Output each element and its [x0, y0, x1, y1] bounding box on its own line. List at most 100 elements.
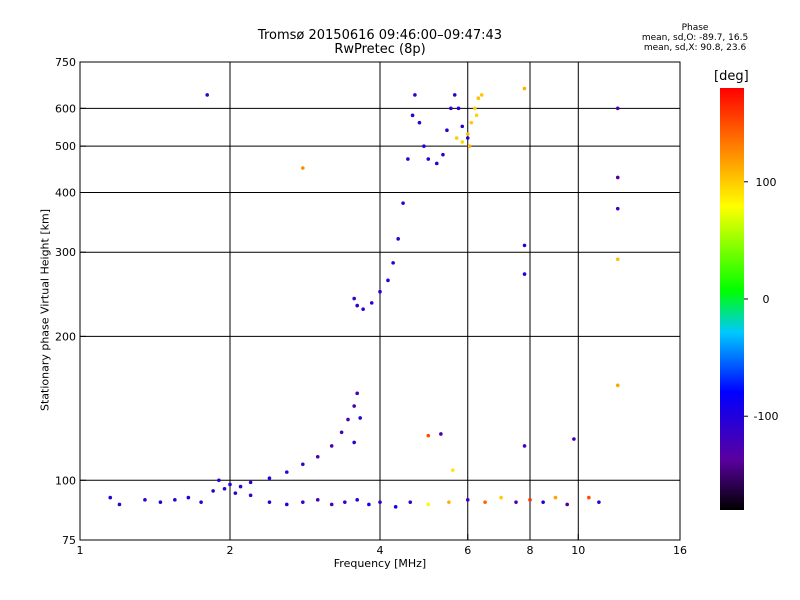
colorbar	[720, 88, 744, 510]
data-point	[460, 140, 465, 144]
data-point	[369, 301, 374, 305]
x-tick-label: 2	[227, 544, 234, 557]
data-point	[417, 120, 422, 125]
data-point	[393, 505, 398, 509]
data-point	[352, 440, 356, 445]
chart-title: Tromsø 20150616 09:46:00–09:47:43	[257, 28, 503, 43]
data-point	[355, 498, 359, 502]
data-point	[615, 175, 620, 180]
y-tick-label: 100	[55, 474, 76, 487]
data-point	[441, 152, 445, 157]
y-axis-label: Stationary phase Virtual Height [km]	[38, 208, 52, 412]
y-tick-label: 500	[55, 140, 76, 153]
data-point	[422, 144, 426, 148]
data-point	[426, 433, 431, 438]
data-point	[301, 500, 305, 504]
colorbar-tick-label: -100	[754, 410, 779, 423]
data-point	[301, 166, 305, 170]
y-tick-label: 600	[55, 102, 76, 115]
data-point	[355, 303, 359, 308]
data-point	[346, 417, 350, 422]
data-point	[499, 495, 503, 500]
x-tick-label: 1	[77, 544, 84, 557]
x-tick-label: 8	[527, 544, 534, 557]
data-point	[199, 500, 203, 504]
colorbar-tick-label: 0	[763, 293, 770, 306]
data-point	[597, 500, 601, 504]
chart-subtitle: RwPretec (8p)	[334, 42, 426, 57]
data-point	[217, 478, 221, 483]
data-point	[522, 272, 527, 276]
data-point	[522, 243, 527, 248]
data-point	[465, 498, 470, 502]
colorbar-ticks: 100 0 -100	[744, 176, 778, 423]
data-point	[615, 257, 620, 262]
phase-o-stats: mean, sd,O: -89.7, 16.5	[641, 33, 749, 43]
data-point	[553, 495, 558, 500]
data-point	[248, 493, 253, 498]
data-point	[378, 500, 382, 504]
phase-heading: Phase	[681, 23, 709, 33]
y-axis-ticks: 75 100 200 300 400 500 600 750	[55, 56, 86, 547]
data-point	[355, 391, 359, 396]
data-point	[615, 383, 620, 388]
data-point	[426, 502, 431, 507]
data-point	[587, 495, 591, 500]
data-point	[238, 484, 243, 489]
data-point	[426, 157, 431, 161]
y-tick-label: 400	[55, 186, 76, 199]
data-point	[391, 261, 395, 265]
data-point	[445, 128, 449, 132]
data-point	[439, 432, 443, 436]
data-point	[451, 468, 455, 472]
data-point	[406, 157, 410, 161]
data-point	[315, 454, 320, 459]
data-point	[401, 201, 405, 205]
data-point	[413, 93, 417, 97]
data-point	[528, 498, 532, 502]
data-point	[483, 500, 487, 504]
data-point	[615, 106, 620, 111]
colorbar-tick-label: 100	[756, 176, 777, 189]
data-point	[514, 500, 518, 504]
data-point	[248, 480, 253, 485]
y-tick-label: 750	[55, 56, 76, 69]
data-point	[456, 106, 461, 111]
data-point	[410, 113, 415, 118]
data-point	[460, 124, 465, 129]
data-point	[329, 444, 334, 448]
data-points	[108, 86, 620, 509]
data-point	[233, 491, 238, 495]
data-point	[465, 132, 470, 136]
data-point	[173, 498, 177, 502]
data-point	[572, 437, 576, 441]
y-tick-label: 200	[55, 330, 76, 343]
data-point	[267, 500, 272, 504]
data-point	[522, 86, 527, 91]
data-point	[186, 495, 191, 500]
data-point	[465, 136, 470, 140]
data-point	[452, 93, 457, 97]
data-point	[284, 502, 289, 507]
data-point	[408, 500, 413, 504]
data-point	[386, 278, 390, 283]
x-axis-ticks: 1 2 4 6 8 10 16	[77, 534, 687, 557]
data-point	[117, 502, 122, 507]
data-point	[361, 307, 365, 311]
data-point	[522, 444, 527, 448]
data-point	[211, 489, 215, 493]
data-point	[205, 93, 209, 97]
data-point	[367, 502, 371, 507]
x-tick-label: 16	[673, 544, 687, 557]
data-point	[339, 430, 344, 435]
y-tick-label: 300	[55, 246, 76, 259]
data-point	[352, 404, 356, 408]
data-point	[449, 106, 453, 111]
x-tick-label: 4	[377, 544, 384, 557]
data-point	[541, 500, 545, 504]
data-point	[301, 462, 305, 467]
colorbar-unit: [deg]	[714, 69, 749, 84]
data-point	[143, 498, 147, 502]
grid-lines	[80, 62, 680, 540]
